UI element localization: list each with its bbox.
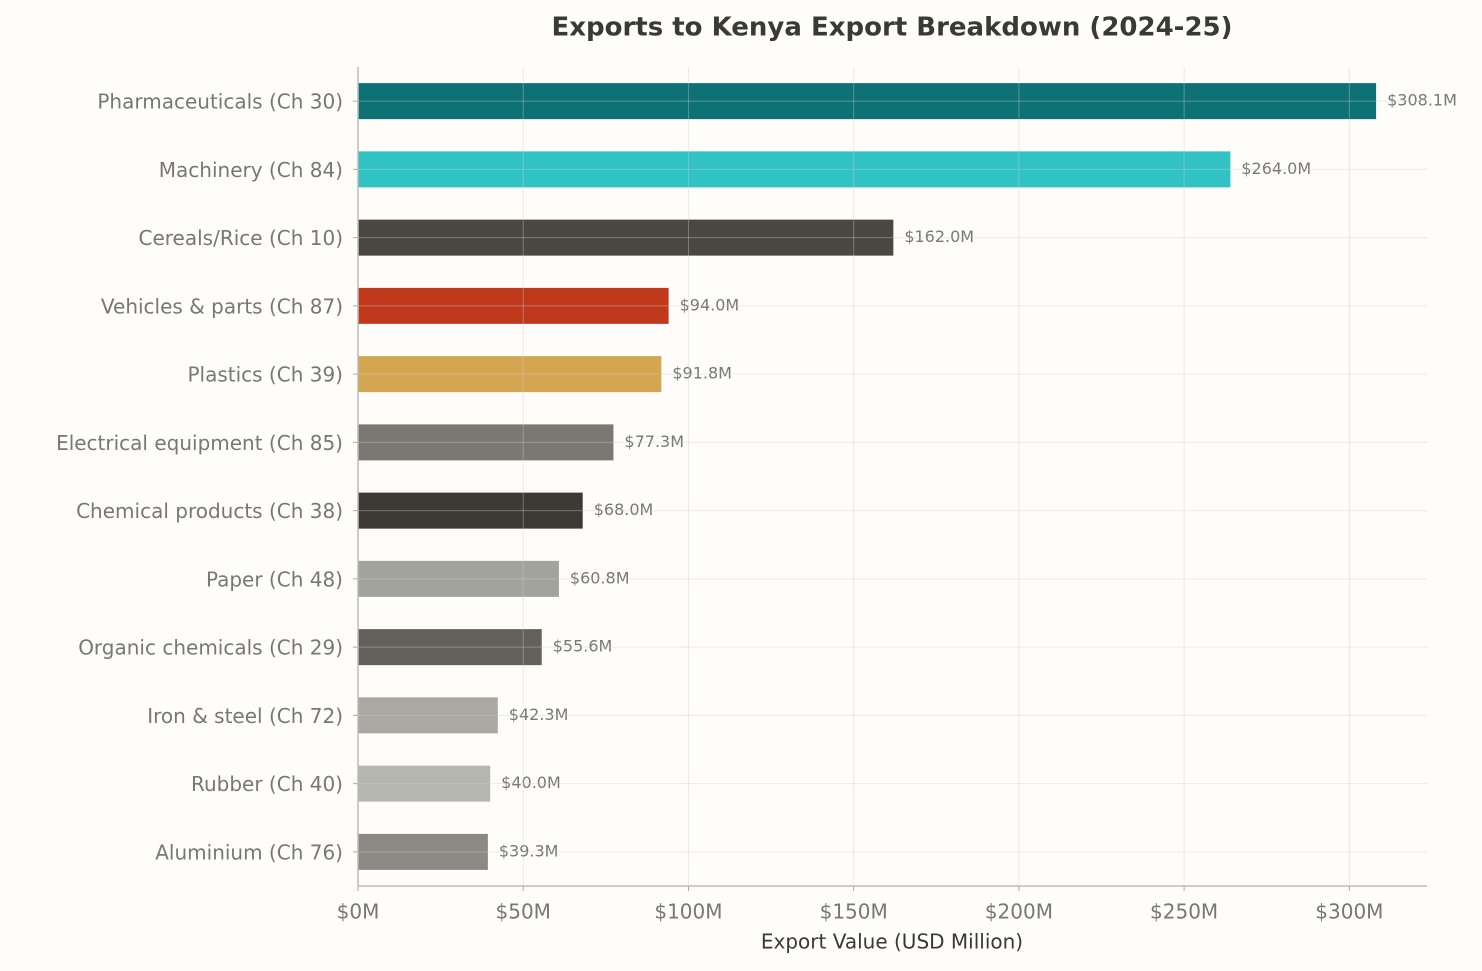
bar — [358, 833, 488, 870]
y-tick-label: Machinery (Ch 84) — [159, 158, 343, 182]
bar — [358, 287, 669, 324]
value-label: $55.6M — [553, 637, 613, 656]
value-label: $308.1M — [1387, 91, 1457, 110]
y-tick-label: Iron & steel (Ch 72) — [147, 704, 343, 728]
value-label: $42.3M — [509, 705, 569, 724]
value-label: $40.0M — [501, 773, 561, 792]
chart-title: Exports to Kenya Export Breakdown (2024-… — [551, 13, 1232, 43]
bar — [358, 151, 1231, 188]
y-tick-label: Vehicles & parts (Ch 87) — [101, 294, 343, 318]
y-tick-label: Organic chemicals (Ch 29) — [78, 636, 343, 660]
x-tick-label: $50M — [496, 900, 551, 924]
bar — [358, 629, 542, 666]
y-tick-label: Pharmaceuticals (Ch 30) — [97, 90, 343, 114]
y-tick-label: Cereals/Rice (Ch 10) — [139, 226, 344, 250]
x-tick-label: $200M — [985, 900, 1053, 924]
value-label: $94.0M — [680, 295, 740, 314]
bar — [358, 83, 1377, 120]
bar — [358, 560, 559, 597]
value-label: $68.0M — [594, 500, 654, 519]
y-tick-label: Plastics (Ch 39) — [187, 363, 343, 387]
value-label: $60.8M — [570, 568, 630, 587]
bar — [358, 356, 662, 393]
bar — [358, 424, 614, 461]
value-label: $91.8M — [672, 364, 732, 383]
x-tick-label: $150M — [820, 900, 888, 924]
y-tick-label: Electrical equipment (Ch 85) — [56, 431, 343, 455]
value-label: $39.3M — [499, 841, 559, 860]
x-tick-label: $300M — [1315, 900, 1383, 924]
value-label: $77.3M — [624, 432, 684, 451]
x-axis-label: Export Value (USD Million) — [761, 930, 1023, 954]
y-tick-label: Paper (Ch 48) — [206, 567, 343, 591]
x-tick-label: $0M — [337, 900, 380, 924]
value-label: $264.0M — [1241, 159, 1311, 178]
bar — [358, 765, 491, 802]
y-tick-label: Aluminium (Ch 76) — [155, 840, 343, 864]
value-label: $162.0M — [904, 227, 974, 246]
bar — [358, 697, 498, 734]
bar — [358, 492, 583, 529]
x-tick-label: $250M — [1150, 900, 1218, 924]
x-tick-label: $100M — [654, 900, 722, 924]
bar — [358, 219, 894, 256]
y-tick-label: Rubber (Ch 40) — [191, 772, 343, 796]
y-tick-label: Chemical products (Ch 38) — [76, 499, 343, 523]
